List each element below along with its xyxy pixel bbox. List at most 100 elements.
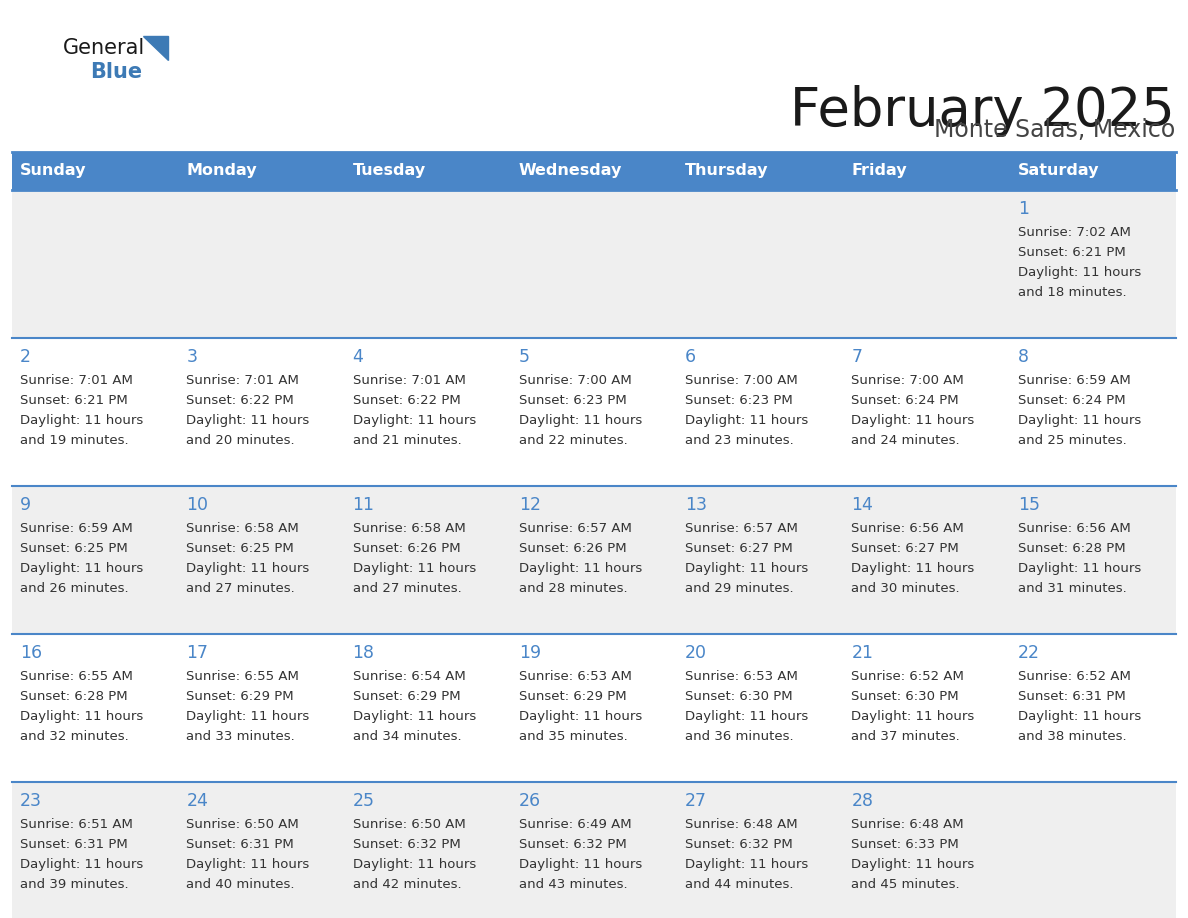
Text: Daylight: 11 hours: Daylight: 11 hours xyxy=(1018,710,1140,723)
Text: Sunset: 6:26 PM: Sunset: 6:26 PM xyxy=(519,542,626,555)
Text: Sunset: 6:23 PM: Sunset: 6:23 PM xyxy=(519,394,626,407)
Text: 4: 4 xyxy=(353,348,364,366)
Text: 16: 16 xyxy=(20,644,42,662)
Text: Sunrise: 6:49 AM: Sunrise: 6:49 AM xyxy=(519,818,632,831)
Text: and 38 minutes.: and 38 minutes. xyxy=(1018,730,1126,743)
Text: Daylight: 11 hours: Daylight: 11 hours xyxy=(20,562,144,575)
Text: Saturday: Saturday xyxy=(1018,163,1099,178)
Text: Tuesday: Tuesday xyxy=(353,163,425,178)
Text: Sunset: 6:22 PM: Sunset: 6:22 PM xyxy=(187,394,295,407)
Text: Sunrise: 6:50 AM: Sunrise: 6:50 AM xyxy=(353,818,466,831)
Text: Monday: Monday xyxy=(187,163,257,178)
Text: Sunset: 6:31 PM: Sunset: 6:31 PM xyxy=(20,838,128,851)
Text: Sunrise: 6:48 AM: Sunrise: 6:48 AM xyxy=(685,818,798,831)
Text: Sunrise: 6:54 AM: Sunrise: 6:54 AM xyxy=(353,670,466,683)
Text: and 18 minutes.: and 18 minutes. xyxy=(1018,286,1126,299)
Bar xyxy=(12,152,178,190)
Text: Daylight: 11 hours: Daylight: 11 hours xyxy=(685,414,808,427)
Text: 8: 8 xyxy=(1018,348,1029,366)
Text: and 24 minutes.: and 24 minutes. xyxy=(852,434,960,447)
Text: Sunset: 6:32 PM: Sunset: 6:32 PM xyxy=(353,838,460,851)
Text: and 43 minutes.: and 43 minutes. xyxy=(519,878,627,891)
Text: 10: 10 xyxy=(187,496,208,514)
Text: Sunset: 6:25 PM: Sunset: 6:25 PM xyxy=(187,542,295,555)
Text: 17: 17 xyxy=(187,644,208,662)
Text: February 2025: February 2025 xyxy=(790,85,1175,137)
Text: Sunset: 6:33 PM: Sunset: 6:33 PM xyxy=(852,838,959,851)
Text: Daylight: 11 hours: Daylight: 11 hours xyxy=(852,710,974,723)
Text: and 30 minutes.: and 30 minutes. xyxy=(852,582,960,595)
Polygon shape xyxy=(143,36,168,60)
Text: 1: 1 xyxy=(1018,200,1029,218)
Text: and 28 minutes.: and 28 minutes. xyxy=(519,582,627,595)
Text: Daylight: 11 hours: Daylight: 11 hours xyxy=(852,414,974,427)
Text: and 26 minutes.: and 26 minutes. xyxy=(20,582,128,595)
Text: Sunrise: 7:02 AM: Sunrise: 7:02 AM xyxy=(1018,226,1131,239)
Text: and 27 minutes.: and 27 minutes. xyxy=(187,582,295,595)
Text: 23: 23 xyxy=(20,792,42,810)
Text: 26: 26 xyxy=(519,792,541,810)
Text: Sunset: 6:32 PM: Sunset: 6:32 PM xyxy=(519,838,626,851)
Text: 12: 12 xyxy=(519,496,541,514)
Text: Daylight: 11 hours: Daylight: 11 hours xyxy=(353,562,476,575)
Text: Sunset: 6:23 PM: Sunset: 6:23 PM xyxy=(685,394,792,407)
Text: and 42 minutes.: and 42 minutes. xyxy=(353,878,461,891)
Text: and 32 minutes.: and 32 minutes. xyxy=(20,730,128,743)
Text: Sunrise: 6:59 AM: Sunrise: 6:59 AM xyxy=(1018,374,1131,387)
Bar xyxy=(1010,152,1176,190)
Text: Sunset: 6:30 PM: Sunset: 6:30 PM xyxy=(685,690,792,703)
Text: Sunrise: 6:51 AM: Sunrise: 6:51 AM xyxy=(20,818,133,831)
Text: and 34 minutes.: and 34 minutes. xyxy=(353,730,461,743)
Text: Sunrise: 6:53 AM: Sunrise: 6:53 AM xyxy=(519,670,632,683)
Text: and 39 minutes.: and 39 minutes. xyxy=(20,878,128,891)
Text: 25: 25 xyxy=(353,792,374,810)
Text: Sunset: 6:29 PM: Sunset: 6:29 PM xyxy=(353,690,460,703)
Text: and 21 minutes.: and 21 minutes. xyxy=(353,434,461,447)
Text: Daylight: 11 hours: Daylight: 11 hours xyxy=(353,414,476,427)
Text: Sunset: 6:21 PM: Sunset: 6:21 PM xyxy=(20,394,128,407)
Text: and 19 minutes.: and 19 minutes. xyxy=(20,434,128,447)
Text: Sunrise: 7:01 AM: Sunrise: 7:01 AM xyxy=(353,374,466,387)
Text: 19: 19 xyxy=(519,644,541,662)
Text: Sunrise: 6:56 AM: Sunrise: 6:56 AM xyxy=(1018,522,1131,535)
Text: Daylight: 11 hours: Daylight: 11 hours xyxy=(20,414,144,427)
Text: Daylight: 11 hours: Daylight: 11 hours xyxy=(187,562,310,575)
Text: and 23 minutes.: and 23 minutes. xyxy=(685,434,794,447)
Text: Sunrise: 6:56 AM: Sunrise: 6:56 AM xyxy=(852,522,965,535)
Text: Sunrise: 6:55 AM: Sunrise: 6:55 AM xyxy=(20,670,133,683)
Text: 24: 24 xyxy=(187,792,208,810)
Text: Sunset: 6:28 PM: Sunset: 6:28 PM xyxy=(20,690,127,703)
Text: 18: 18 xyxy=(353,644,374,662)
Text: 20: 20 xyxy=(685,644,707,662)
Text: Sunrise: 7:01 AM: Sunrise: 7:01 AM xyxy=(187,374,299,387)
Text: Sunset: 6:22 PM: Sunset: 6:22 PM xyxy=(353,394,460,407)
Bar xyxy=(12,338,1176,486)
Text: Daylight: 11 hours: Daylight: 11 hours xyxy=(685,562,808,575)
Text: Monte Salas, Mexico: Monte Salas, Mexico xyxy=(934,118,1175,142)
Text: Sunset: 6:25 PM: Sunset: 6:25 PM xyxy=(20,542,128,555)
Bar xyxy=(12,634,1176,782)
Text: Sunrise: 6:58 AM: Sunrise: 6:58 AM xyxy=(353,522,466,535)
Bar xyxy=(12,782,1176,918)
Text: Sunset: 6:31 PM: Sunset: 6:31 PM xyxy=(1018,690,1125,703)
Text: Daylight: 11 hours: Daylight: 11 hours xyxy=(20,710,144,723)
Text: Sunset: 6:32 PM: Sunset: 6:32 PM xyxy=(685,838,792,851)
Text: Daylight: 11 hours: Daylight: 11 hours xyxy=(685,858,808,871)
Text: 2: 2 xyxy=(20,348,31,366)
Text: Sunset: 6:24 PM: Sunset: 6:24 PM xyxy=(1018,394,1125,407)
Text: Sunrise: 6:58 AM: Sunrise: 6:58 AM xyxy=(187,522,299,535)
Text: 6: 6 xyxy=(685,348,696,366)
Text: and 22 minutes.: and 22 minutes. xyxy=(519,434,627,447)
Text: Sunrise: 6:57 AM: Sunrise: 6:57 AM xyxy=(519,522,632,535)
Bar xyxy=(345,152,511,190)
Text: Daylight: 11 hours: Daylight: 11 hours xyxy=(519,710,642,723)
Text: Daylight: 11 hours: Daylight: 11 hours xyxy=(1018,414,1140,427)
Text: Sunset: 6:30 PM: Sunset: 6:30 PM xyxy=(852,690,959,703)
Text: Wednesday: Wednesday xyxy=(519,163,623,178)
Text: 28: 28 xyxy=(852,792,873,810)
Text: 5: 5 xyxy=(519,348,530,366)
Text: 22: 22 xyxy=(1018,644,1040,662)
Text: Sunrise: 6:59 AM: Sunrise: 6:59 AM xyxy=(20,522,133,535)
Text: General: General xyxy=(63,38,145,58)
Text: 21: 21 xyxy=(852,644,873,662)
